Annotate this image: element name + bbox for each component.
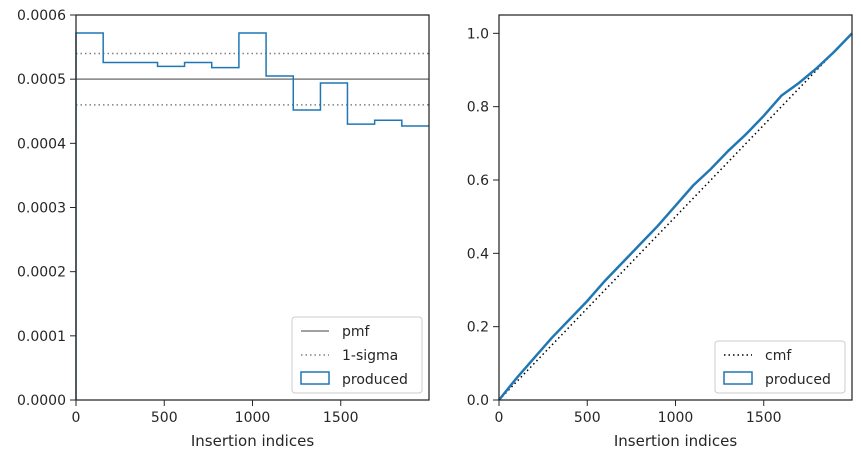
cmf-cmf-line <box>498 32 853 401</box>
pmf-panel: 0 500 1000 1500 0.00000.00010.00020.00030.0… <box>17 8 430 450</box>
cmf-y-ticks: 0.0 0.2 0.4 0.6 0.8 1.0 <box>467 26 499 409</box>
pmf-legend-box <box>291 316 423 394</box>
pmf-legend-produced-label: produced <box>342 372 408 388</box>
cmf-plot-marks <box>498 32 853 401</box>
cmf-x-tick-label: 500 <box>574 410 601 426</box>
pmf-legend-pmf-label: pmf <box>342 324 371 340</box>
pmf-x-ticks: 0 500 1000 1500 <box>72 400 359 426</box>
cmf-x-ticks: 0 500 1000 1500 <box>495 400 782 426</box>
cmf-y-tick-label: 1.0 <box>467 26 489 42</box>
cmf-legend: cmf produced <box>714 340 846 394</box>
cmf-x-axis-label: Insertion indices <box>614 432 737 450</box>
cmf-produced-line <box>498 32 853 401</box>
pmf-y-tick-label: 0.0000 <box>17 393 66 409</box>
pmf-legend-produced-swatch <box>300 371 330 385</box>
pmf-y-tick-label: 0.0002 <box>17 265 66 281</box>
pmf-legend: pmf 1-sigma produced <box>291 316 423 394</box>
cmf-legend-produced-swatch <box>723 371 753 385</box>
pmf-y-ticks: 0.0000 0.0001 0.0002 0.0003 0.0004 0.0005 0.00… <box>17 8 76 409</box>
cmf-y-tick-label: 0.0 <box>467 393 489 409</box>
pmf-y-tick-label: 0.0006 <box>17 8 66 24</box>
pmf-y-tick-label: 0.0004 <box>17 136 66 152</box>
pmf-x-tick-label: 0 <box>72 410 81 426</box>
cmf-y-tick-label: 0.6 <box>467 173 489 189</box>
cmf-y-tick-label: 0.4 <box>467 246 489 262</box>
cmf-legend-box <box>714 340 846 394</box>
pmf-legend-sigma-label: 1-sigma <box>342 348 398 364</box>
cmf-y-tick-label: 0.2 <box>467 320 489 336</box>
cmf-legend-produced-label: produced <box>765 372 831 388</box>
cmf-x-tick-label: 1000 <box>658 410 694 426</box>
pmf-produced-histogram <box>75 32 429 400</box>
cmf-panel: 0 500 1000 1500 0.0 0.2 0.4 0.6 0.8 1.0 Insertio… <box>467 14 853 450</box>
pmf-y-tick-label: 0.0001 <box>17 329 66 345</box>
pmf-y-tick-label: 0.0003 <box>17 201 66 217</box>
pmf-x-tick-label: 1000 <box>235 410 271 426</box>
pmf-plot-marks <box>75 32 429 400</box>
pmf-x-tick-label: 1500 <box>323 410 359 426</box>
cmf-y-tick-label: 0.8 <box>467 100 489 116</box>
pmf-x-axis-label: Insertion indices <box>191 432 314 450</box>
cmf-x-tick-label: 1500 <box>746 410 782 426</box>
pmf-y-tick-label: 0.0005 <box>17 72 66 88</box>
cmf-x-tick-label: 0 <box>495 410 504 426</box>
pmf-x-tick-label: 500 <box>151 410 178 426</box>
cmf-legend-cmf-label: cmf <box>765 348 792 364</box>
